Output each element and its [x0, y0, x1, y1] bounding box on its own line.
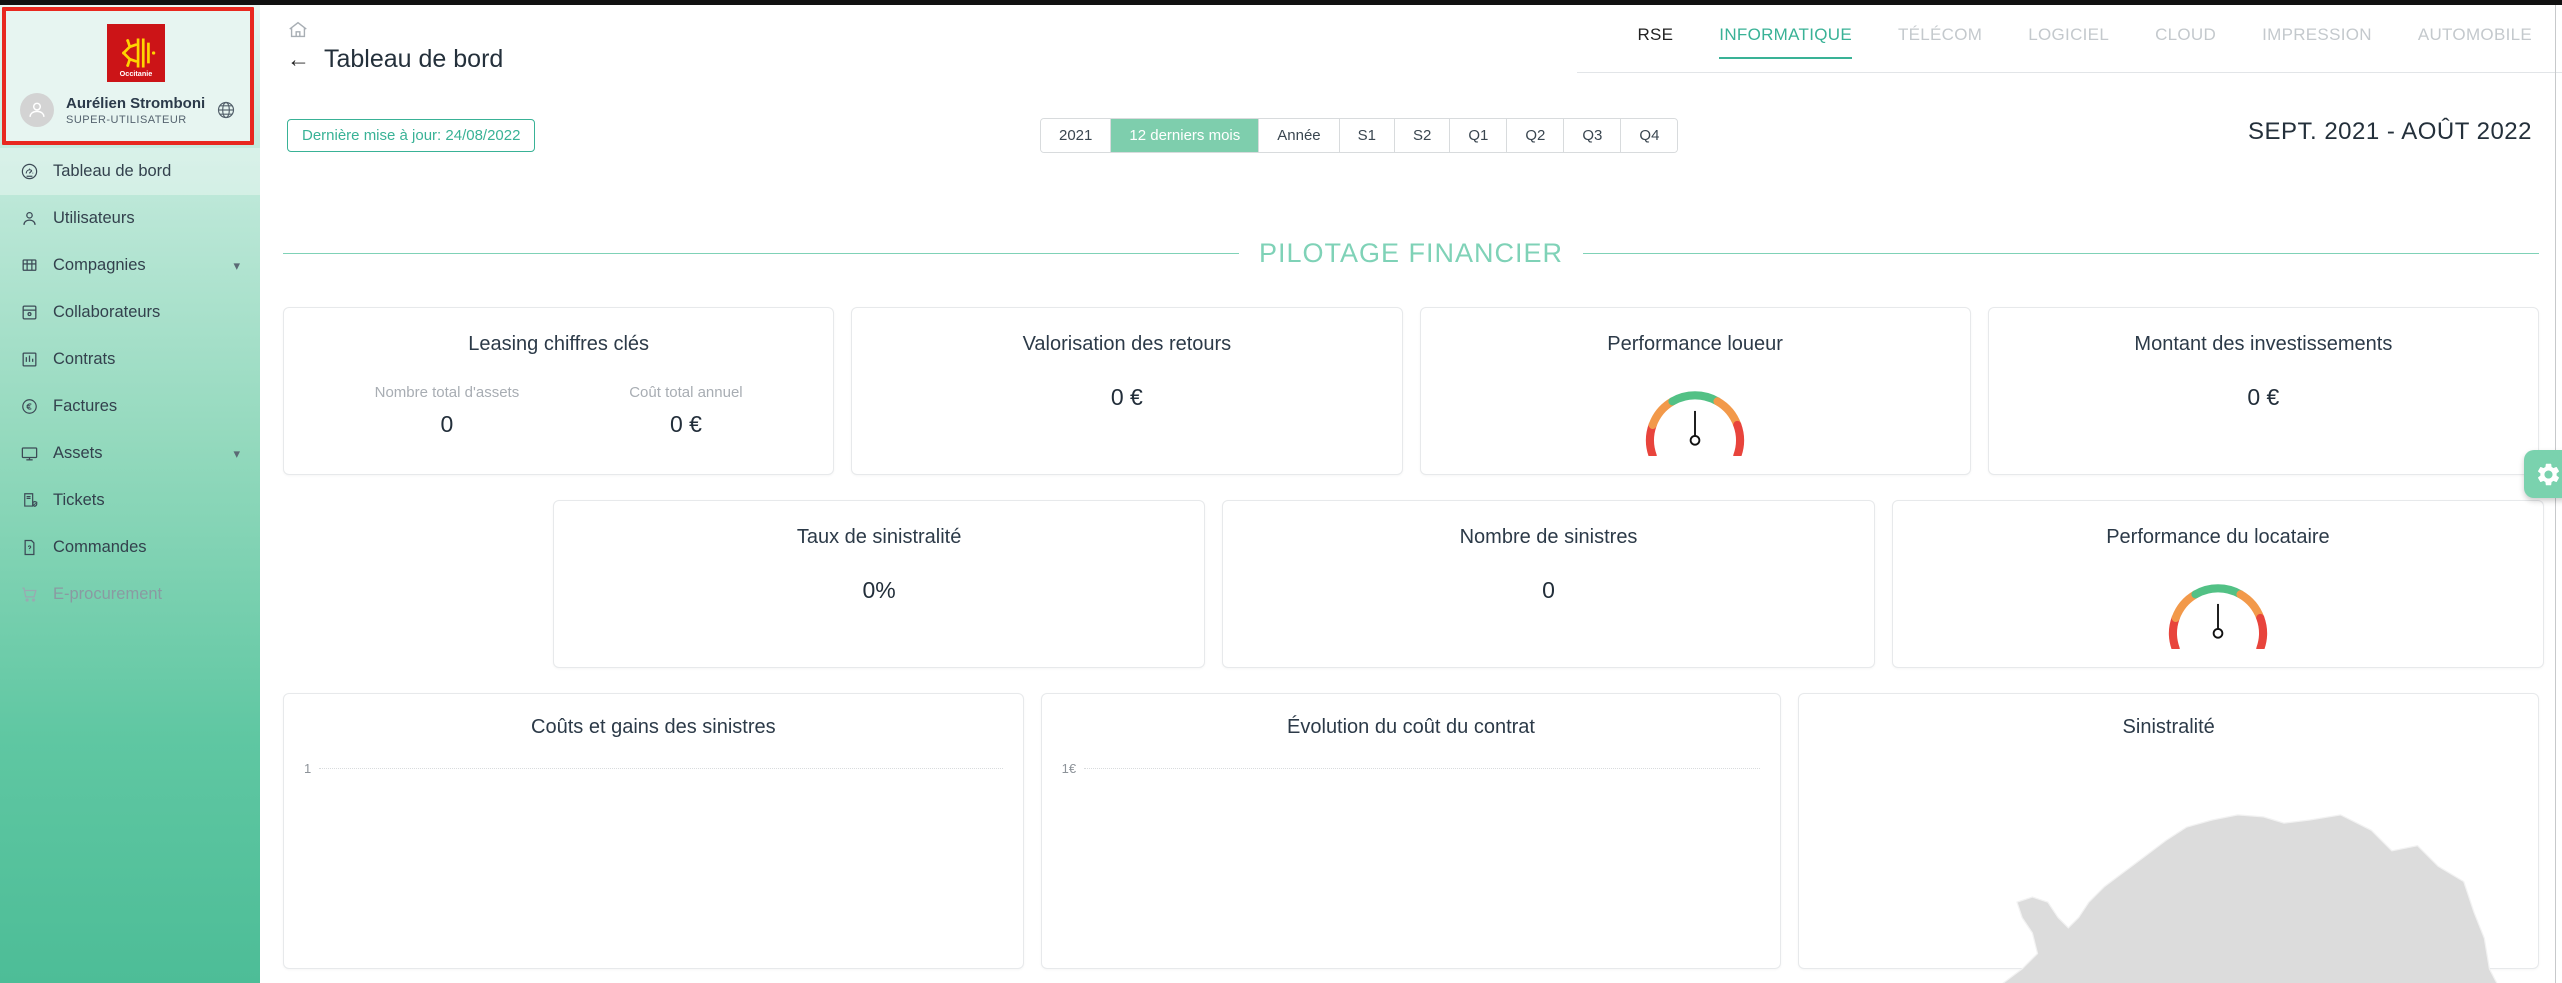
svg-text:Occitanie: Occitanie	[120, 69, 153, 78]
